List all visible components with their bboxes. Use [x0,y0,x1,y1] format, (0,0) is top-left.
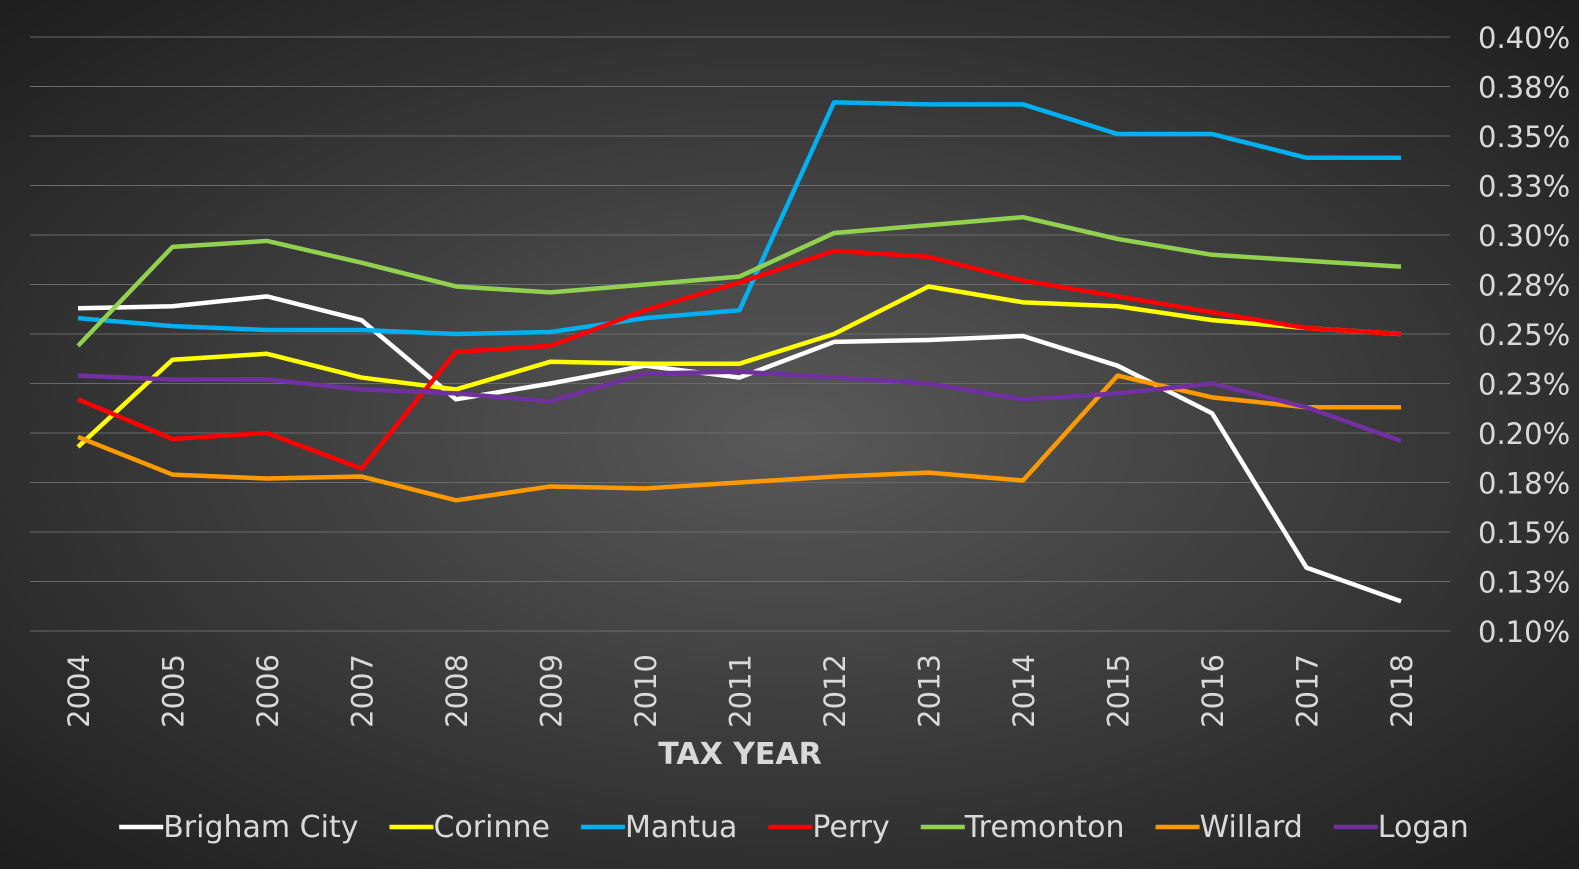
y-tick-label: 0.40% [1478,21,1570,55]
line-series [77,373,1401,503]
y-tick-label: 0.18% [1478,467,1570,501]
line-series [77,248,1402,471]
y-tick-label: 0.33% [1478,170,1570,204]
line-series [76,284,1402,449]
x-tick-label: 2008 [440,654,474,728]
x-tick-label: 2017 [1291,654,1325,728]
y-tick-label: 0.28% [1478,269,1570,303]
y-tick-label: 0.38% [1478,71,1570,105]
y-tick-label: 0.13% [1478,566,1570,600]
x-tick-label: 2016 [1196,654,1230,728]
legend-label: Corinne [433,810,549,845]
line-series [77,294,1402,604]
x-tick-label: 2004 [62,654,96,728]
x-tick-label: 2006 [251,654,285,728]
x-axis-title: TAX YEAR [658,737,821,772]
legend-label: Brigham City [163,810,358,845]
x-tick-label: 2014 [1007,654,1041,728]
legend-label: Logan [1378,810,1469,845]
y-tick-label: 0.30% [1478,219,1570,253]
x-tick-label: 2009 [535,654,569,728]
line-series [77,369,1402,444]
x-tick-label: 2010 [629,654,663,728]
y-tick-label: 0.15% [1478,516,1570,550]
legend-label: Perry [812,810,889,845]
x-tick-label: 2005 [157,654,191,728]
legend-label: Tremonton [964,810,1125,845]
y-tick-label: 0.10% [1478,615,1570,649]
legend-label: Mantua [625,810,737,845]
line-series [77,100,1401,337]
y-tick-label: 0.20% [1478,417,1570,451]
y-tick-label: 0.25% [1478,318,1570,352]
x-tick-label: 2012 [818,654,852,728]
line-series [76,214,1402,348]
x-tick-label: 2007 [346,654,380,728]
legend-label: Willard [1200,810,1303,845]
y-tick-label: 0.23% [1478,368,1570,402]
x-tick-label: 2015 [1102,654,1136,728]
x-tick-label: 2011 [724,654,758,728]
y-tick-label: 0.35% [1478,120,1570,154]
x-tick-label: 2018 [1385,654,1419,728]
x-tick-label: 2013 [913,654,947,728]
